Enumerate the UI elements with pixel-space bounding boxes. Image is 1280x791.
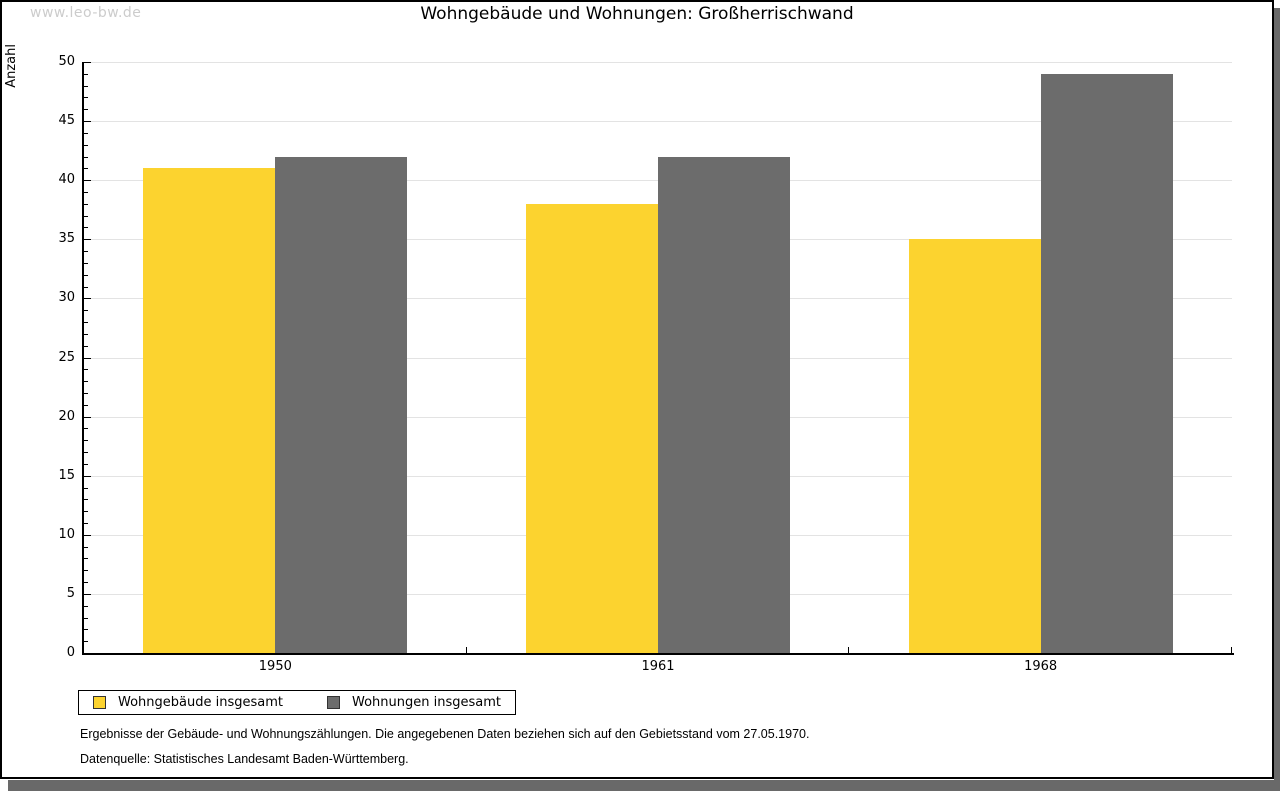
y-axis-title: Anzahl <box>4 44 19 88</box>
y-minor-tick <box>84 440 88 442</box>
y-major-tick <box>84 593 91 595</box>
y-minor-tick <box>84 629 88 631</box>
bar <box>658 157 790 653</box>
y-minor-tick <box>84 428 88 430</box>
y-minor-tick <box>84 404 88 406</box>
y-minor-tick <box>84 522 88 524</box>
y-minor-tick <box>84 546 88 548</box>
y-major-tick <box>84 180 91 182</box>
legend-label: Wohngebäude insgesamt <box>118 695 283 710</box>
y-minor-tick <box>84 85 88 87</box>
bar <box>143 168 276 653</box>
x-tick-label: 1968 <box>1024 659 1058 674</box>
bar <box>526 204 658 653</box>
y-tick-label: 0 <box>66 645 75 660</box>
y-minor-tick <box>84 168 88 170</box>
watermark: www.leo-bw.de <box>30 5 142 21</box>
y-minor-tick <box>84 144 88 146</box>
y-minor-tick <box>84 558 88 560</box>
legend-label: Wohnungen insgesamt <box>352 695 501 710</box>
y-tick-label: 50 <box>58 54 75 69</box>
y-major-tick <box>84 62 91 63</box>
y-minor-tick <box>84 392 88 394</box>
y-minor-tick <box>84 274 88 276</box>
y-minor-tick <box>84 192 88 194</box>
y-minor-tick <box>84 156 88 158</box>
y-minor-tick <box>84 570 88 572</box>
y-minor-tick <box>84 487 88 489</box>
bar <box>275 157 408 653</box>
y-minor-tick <box>84 109 88 111</box>
gridline <box>84 121 1232 123</box>
y-minor-tick <box>84 310 88 312</box>
x-tick-label: 1961 <box>641 659 675 674</box>
y-minor-tick <box>84 345 88 347</box>
y-major-tick <box>84 357 91 359</box>
y-minor-tick <box>84 463 88 465</box>
x-boundary-tick <box>848 647 849 653</box>
legend-swatch-icon <box>327 696 340 709</box>
x-boundary-tick <box>1231 647 1232 653</box>
y-tick-label: 15 <box>58 467 75 483</box>
y-minor-tick <box>84 369 88 371</box>
legend-swatch-icon <box>93 696 106 709</box>
y-minor-tick <box>84 227 88 229</box>
y-minor-tick <box>84 262 88 264</box>
y-major-tick <box>84 475 91 477</box>
y-minor-tick <box>84 251 88 253</box>
y-major-tick <box>84 121 91 123</box>
y-major-tick <box>84 416 91 418</box>
y-tick-label: 30 <box>58 290 75 306</box>
legend: Wohngebäude insgesamt Wohnungen insgesamt <box>78 690 516 715</box>
y-minor-tick <box>84 203 88 205</box>
y-minor-tick <box>84 215 88 217</box>
y-minor-tick <box>84 97 88 99</box>
y-minor-tick <box>84 333 88 335</box>
bar <box>908 239 1041 653</box>
y-major-tick <box>84 534 91 536</box>
bar <box>1040 74 1173 653</box>
y-minor-tick <box>84 381 88 383</box>
y-tick-label: 35 <box>58 231 75 247</box>
y-minor-tick <box>84 641 88 643</box>
x-boundary-tick <box>466 647 467 653</box>
y-minor-tick <box>84 499 88 501</box>
y-tick-label: 5 <box>66 585 75 601</box>
chart-title: Wohngebäude und Wohnungen: Großherrischw… <box>420 4 854 24</box>
y-tick-label: 45 <box>58 113 75 129</box>
y-minor-tick <box>84 286 88 288</box>
gridline <box>84 62 1232 63</box>
y-minor-tick <box>84 73 88 75</box>
legend-item: Wohngebäude insgesamt <box>93 695 283 710</box>
window-shadow-right-icon <box>1274 8 1280 791</box>
y-minor-tick <box>84 511 88 513</box>
y-tick-label: 20 <box>58 408 75 424</box>
x-tick-label: 1950 <box>258 659 292 674</box>
footnote-gebietsstand: Ergebnisse der Gebäude- und Wohnungszähl… <box>80 727 810 741</box>
y-minor-tick <box>84 452 88 454</box>
plot-area <box>82 62 1234 655</box>
footnote-datenquelle: Datenquelle: Statistisches Landesamt Bad… <box>80 752 409 766</box>
y-minor-tick <box>84 605 88 607</box>
window-shadow-bottom-icon <box>8 780 1280 791</box>
legend-item: Wohnungen insgesamt <box>327 695 501 710</box>
y-major-tick <box>84 239 91 241</box>
y-tick-label: 40 <box>58 172 75 188</box>
y-tick-label: 10 <box>58 526 75 542</box>
y-minor-tick <box>84 132 88 134</box>
y-minor-tick <box>84 322 88 324</box>
y-minor-tick <box>84 617 88 619</box>
y-tick-label: 25 <box>58 349 75 365</box>
y-minor-tick <box>84 582 88 584</box>
y-major-tick <box>84 298 91 300</box>
